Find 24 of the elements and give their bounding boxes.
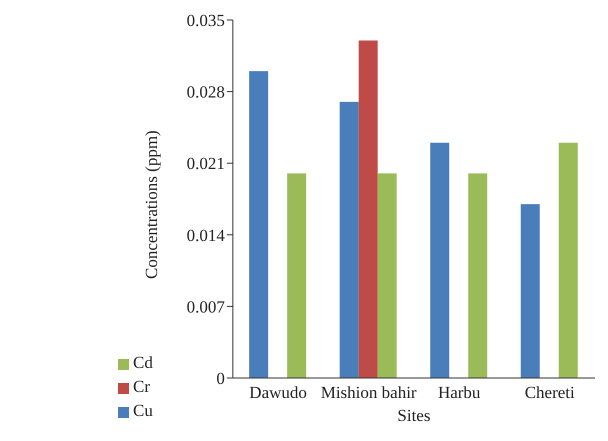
bar — [287, 173, 306, 378]
bar — [358, 40, 378, 378]
y-tick-label: 0 — [216, 369, 225, 388]
x-tick-label: Chereti — [524, 383, 576, 402]
legend-label: Cd — [133, 353, 153, 372]
x-axis-title: Sites — [397, 406, 430, 425]
y-tick-label: 0.007 — [186, 297, 226, 316]
y-axis-title: Concentrations (ppm) — [142, 130, 161, 279]
y-tick-label: 0.035 — [186, 11, 225, 30]
x-tick-label: Dawudo — [249, 383, 307, 402]
bar — [378, 173, 397, 378]
legend-label: Cr — [133, 377, 150, 396]
y-tick-label: 0.028 — [186, 82, 225, 102]
bar — [558, 142, 578, 378]
bar — [340, 102, 359, 378]
x-tick-label: Mishion bahir — [320, 383, 417, 402]
x-tick-label: Harbu — [438, 383, 481, 402]
y-tick-label: 0.014 — [186, 226, 226, 245]
bar — [520, 204, 540, 378]
bar — [430, 142, 450, 378]
bar — [249, 71, 268, 378]
y-tick-label: 0.021 — [186, 154, 225, 174]
bar — [468, 173, 488, 378]
legend-label: Cu — [133, 401, 153, 420]
